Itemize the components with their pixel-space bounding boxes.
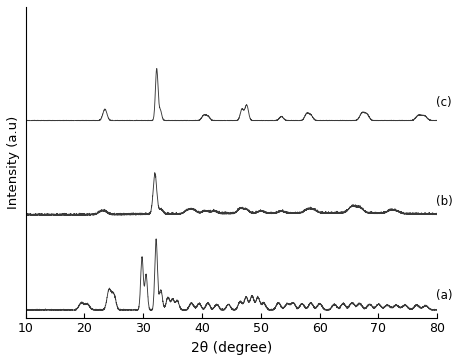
Y-axis label: Intensity (a.u): Intensity (a.u) xyxy=(7,116,20,209)
Text: (a): (a) xyxy=(435,290,452,303)
Text: (b): (b) xyxy=(435,195,452,208)
Text: (c): (c) xyxy=(435,96,451,109)
X-axis label: 2θ (degree): 2θ (degree) xyxy=(190,341,271,355)
